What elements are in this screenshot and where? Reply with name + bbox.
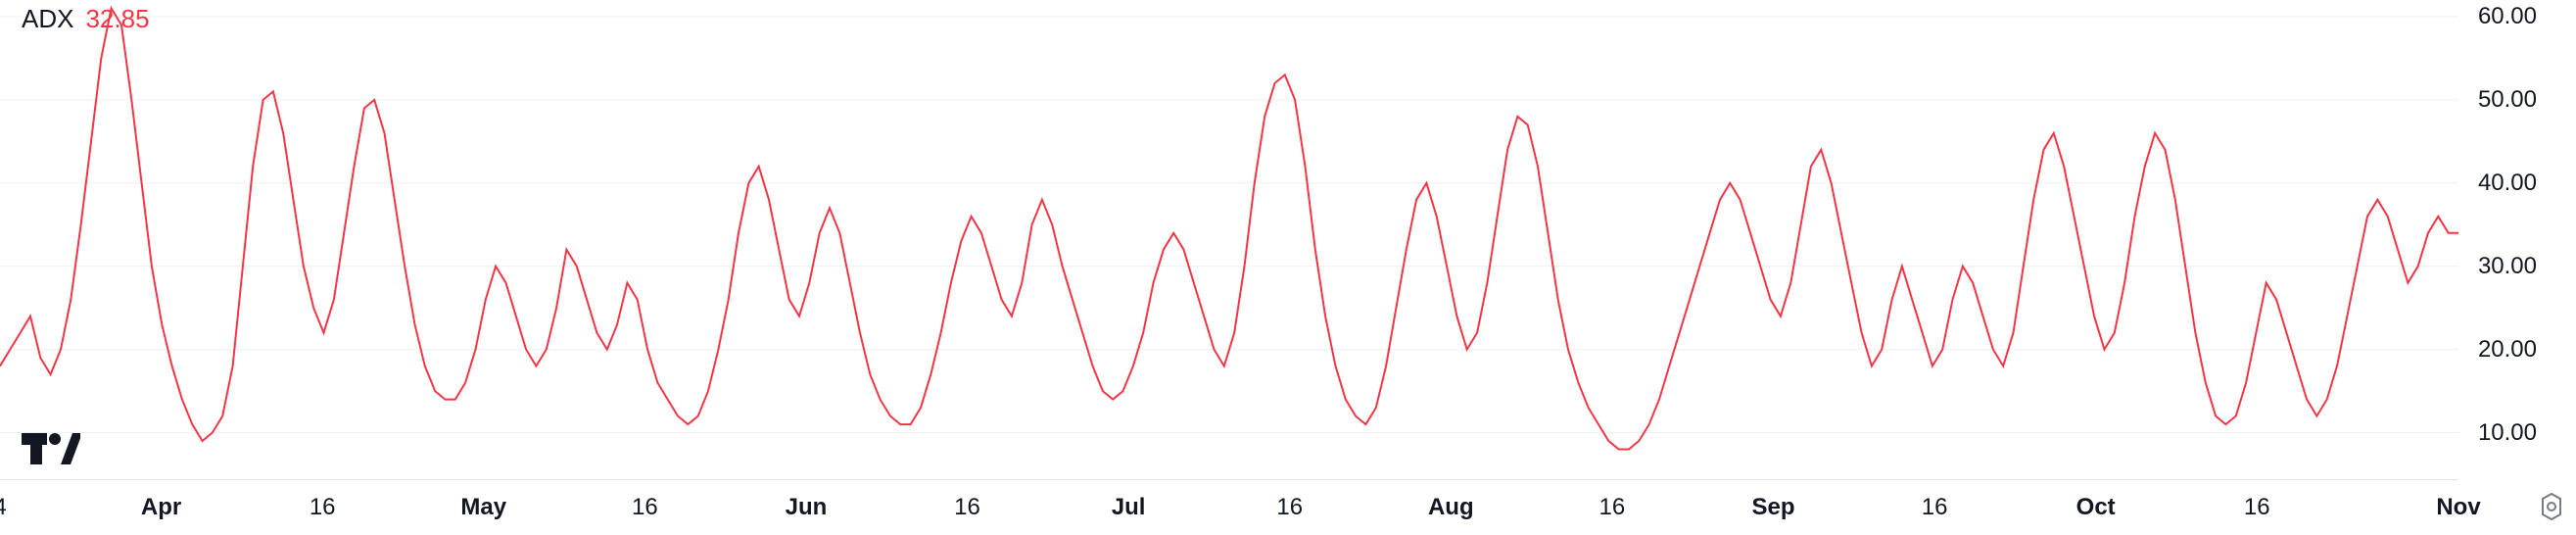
x-tick-label: Sep [1751,494,1794,521]
x-tick-label: 16 [632,494,658,521]
y-tick-label: 50.00 [2478,86,2537,114]
indicator-value: 32.85 [85,4,149,34]
x-tick-label: Oct [2076,494,2116,521]
x-tick-label: 16 [310,494,336,521]
x-tick-label: 4 [0,494,7,521]
adx-line-series [0,9,2458,450]
x-tick-label: Apr [141,494,181,521]
x-tick-label: 16 [1922,494,1948,521]
indicator-name: ADX [22,4,73,34]
y-tick-label: 20.00 [2478,336,2537,364]
grid-lines [0,17,2458,433]
x-tick-label: Aug [1428,494,1474,521]
y-tick-label: 60.00 [2478,3,2537,30]
x-tick-label: 16 [954,494,980,521]
indicator-legend[interactable]: ADX 32.85 [22,4,150,34]
x-tick-label: 16 [1599,494,1626,521]
y-tick-label: 40.00 [2478,170,2537,197]
x-axis: 4Apr16May16Jun16Jul16Aug16Sep16Oct16Nov [0,479,2458,535]
tradingview-logo-icon[interactable] [22,433,80,466]
y-tick-label: 10.00 [2478,419,2537,447]
y-axis: 10.00 20.00 30.00 40.00 50.00 60.00 [2468,0,2576,474]
x-tick-label: Jun [786,494,828,521]
y-tick-label: 30.00 [2478,253,2537,280]
x-tick-label: Nov [2436,494,2480,521]
x-tick-label: Jul [1112,494,1146,521]
settings-gear-icon[interactable] [2537,492,2566,521]
x-tick-label: 16 [2244,494,2270,521]
x-tick-label: May [460,494,506,521]
x-tick-label: 16 [1276,494,1303,521]
chart-plot-area[interactable] [0,0,2458,474]
